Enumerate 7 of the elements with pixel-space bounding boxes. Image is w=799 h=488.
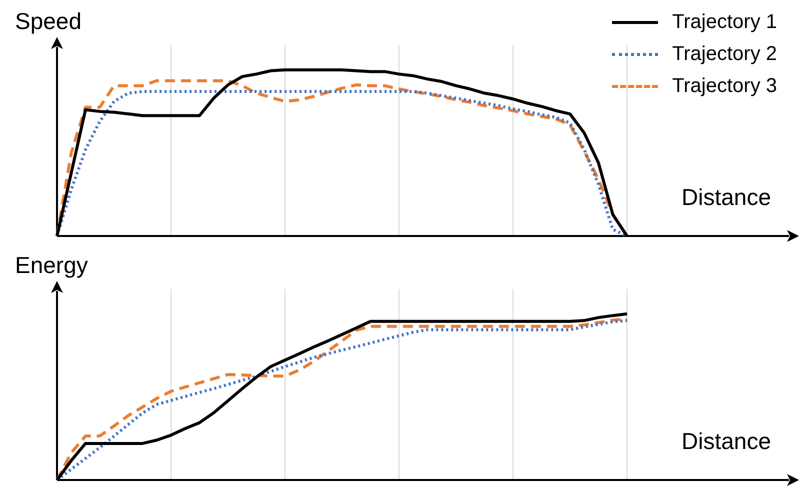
y-axis-title: Energy xyxy=(15,252,88,278)
legend-label: Trajectory 3 xyxy=(672,74,777,98)
x-axis-title: Distance xyxy=(682,184,771,210)
legend-label: Trajectory 2 xyxy=(672,42,777,66)
x-axis-title: Distance xyxy=(682,428,771,454)
y-axis-title: Speed xyxy=(15,8,82,34)
legend-label: Trajectory 1 xyxy=(672,10,777,34)
